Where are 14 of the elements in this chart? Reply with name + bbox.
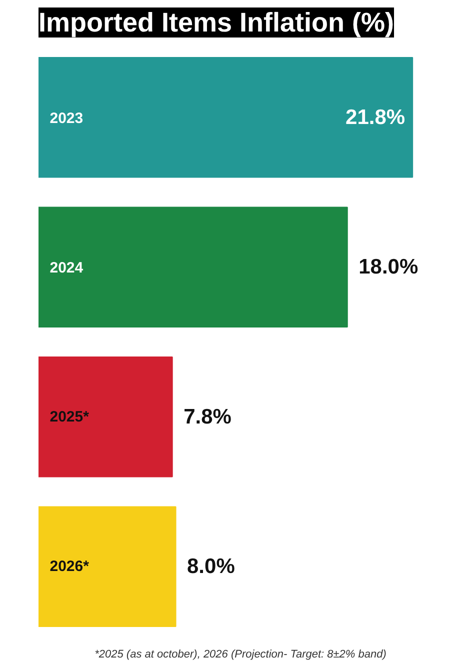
bar <box>38 506 176 628</box>
text: *2025 (as at october), 2026 (Projection- Target: 8±2% band) <box>94 648 387 660</box>
y-tick-label: 2024 <box>50 260 84 277</box>
y-tick-label: 2026* <box>50 558 90 576</box>
chart-title: Imported Items Inflation (%) <box>38 8 394 38</box>
y-tick-label: 2023 <box>50 110 84 127</box>
bar <box>38 356 173 478</box>
y-tick-label: 2025* <box>50 408 90 426</box>
data-label: 8.0% <box>186 555 236 578</box>
data-label: 18.0% <box>358 256 418 279</box>
data-label: 21.8% <box>346 106 406 129</box>
bar <box>38 206 348 328</box>
data-label: 7.8% <box>184 405 232 428</box>
bar <box>38 56 414 178</box>
